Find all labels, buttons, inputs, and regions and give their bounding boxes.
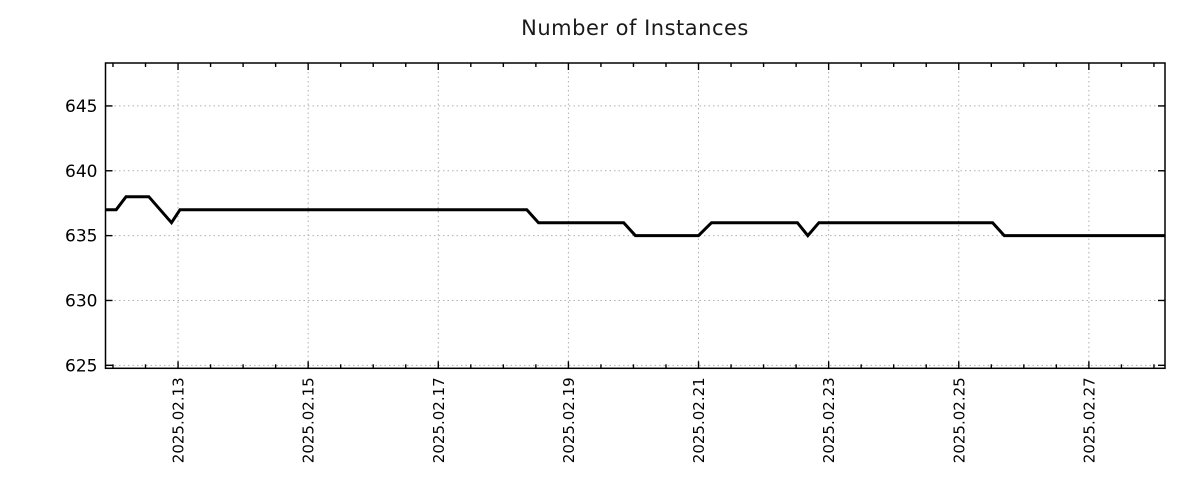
y-tick-label: 630 bbox=[65, 291, 97, 311]
data-series-line bbox=[105, 195, 1165, 238]
y-tick-label: 635 bbox=[65, 227, 97, 247]
x-tick-label: 2025.02.19 bbox=[560, 377, 578, 463]
x-tick-label: 2025.02.27 bbox=[1080, 377, 1098, 463]
x-tick-label: 2025.02.25 bbox=[950, 377, 968, 463]
x-tick-label: 2025.02.15 bbox=[300, 377, 318, 463]
plot-border bbox=[104, 62, 1166, 370]
x-tick-label: 2025.02.21 bbox=[690, 377, 708, 463]
x-tick-label: 2025.02.17 bbox=[430, 377, 448, 463]
y-tick-label: 625 bbox=[65, 356, 97, 376]
x-tick-label: 2025.02.13 bbox=[170, 377, 188, 463]
chart-title: Number of Instances bbox=[521, 16, 749, 40]
y-tick-label: 645 bbox=[65, 97, 97, 117]
x-tick-label: 2025.02.23 bbox=[820, 377, 838, 463]
y-tick-label: 640 bbox=[65, 162, 97, 182]
